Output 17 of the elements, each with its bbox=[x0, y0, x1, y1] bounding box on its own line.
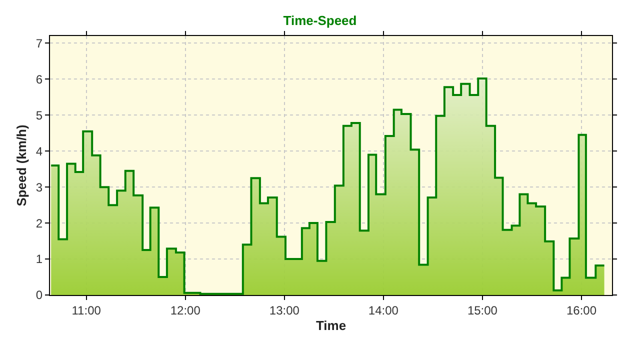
y-tick-label: 7 bbox=[36, 36, 43, 50]
y-tick-label: 1 bbox=[36, 252, 43, 266]
chart-title: Time-Speed bbox=[283, 12, 357, 28]
x-tick-label: 15:00 bbox=[467, 303, 498, 318]
y-tick-label: 5 bbox=[36, 108, 43, 122]
x-tick-label: 16:00 bbox=[566, 303, 597, 318]
y-axis-title: Speed (km/h) bbox=[14, 124, 29, 206]
y-tick-label: 0 bbox=[36, 288, 43, 302]
y-tick-label: 6 bbox=[36, 72, 43, 86]
y-tick-label: 3 bbox=[36, 180, 43, 194]
x-tick-label: 11:00 bbox=[72, 303, 102, 318]
x-tick-label: 12:00 bbox=[170, 303, 201, 318]
y-tick-label: 4 bbox=[36, 144, 43, 158]
x-axis-title: Time bbox=[316, 318, 346, 333]
x-tick-label: 13:00 bbox=[269, 303, 300, 318]
x-tick-label: 14:00 bbox=[368, 303, 399, 318]
y-tick-label: 2 bbox=[36, 216, 43, 230]
